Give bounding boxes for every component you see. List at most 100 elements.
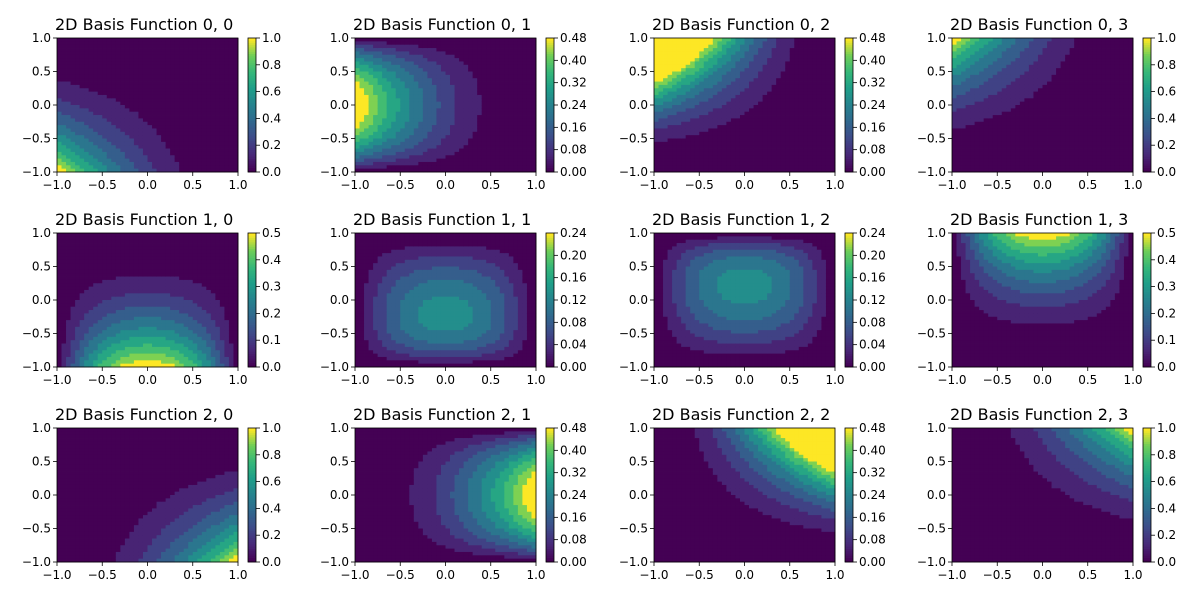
heatmap-cell [215, 145, 221, 149]
heatmap-cell [468, 105, 474, 109]
heatmap-cell [739, 151, 745, 156]
heatmap-cell [776, 71, 782, 76]
heatmap-cell [179, 91, 185, 96]
heatmap-cell [179, 128, 185, 133]
heatmap-cell [373, 158, 379, 163]
heatmap-cell [440, 54, 446, 59]
heatmap-cell [395, 115, 401, 119]
heatmap-cell [192, 68, 198, 72]
heatmap-cell [359, 115, 365, 119]
heatmap-cell [499, 78, 505, 82]
heatmap-cell [129, 58, 135, 62]
heatmap-cell [359, 151, 365, 156]
heatmap-cell [201, 71, 207, 76]
heatmap-cell [206, 48, 212, 52]
heatmap-cell [667, 115, 673, 119]
heatmap-cell [490, 58, 496, 62]
heatmap-cell [495, 168, 501, 173]
heatmap-cell [115, 145, 121, 149]
heatmap-cell [120, 138, 126, 143]
heatmap-cell [355, 105, 360, 109]
heatmap-cell [120, 94, 126, 99]
heatmap-cell [206, 84, 212, 89]
heatmap-cell [726, 125, 732, 129]
heatmap-cell [97, 135, 103, 139]
heatmap-cell [721, 48, 727, 52]
heatmap-cell [409, 121, 415, 126]
heatmap-cell [667, 108, 673, 113]
heatmap-cell [667, 61, 673, 66]
heatmap-cell [179, 125, 185, 129]
heatmap-cell [812, 51, 818, 56]
heatmap-cell [224, 91, 230, 96]
heatmap-cell [690, 105, 696, 109]
heatmap-cell [468, 151, 474, 156]
heatmap-cell [803, 41, 809, 46]
heatmap-cell [161, 58, 166, 62]
heatmap-cell [825, 121, 831, 126]
heatmap-cell [219, 151, 225, 156]
heatmap-cell [486, 145, 492, 149]
heatmap-cell [70, 41, 76, 46]
heatmap-cell [744, 51, 750, 56]
heatmap-cell [785, 91, 791, 96]
heatmap-cell [210, 61, 216, 66]
heatmap-cell [477, 145, 483, 149]
heatmap-cell [821, 98, 827, 103]
heatmap-cell [368, 138, 374, 143]
heatmap-cell [152, 54, 157, 59]
heatmap-cell [730, 155, 736, 159]
heatmap-cell [821, 145, 827, 149]
heatmap-cell [219, 101, 225, 106]
heatmap-cell [377, 48, 383, 52]
heatmap-cell [161, 105, 166, 109]
heatmap-cell [409, 108, 415, 113]
heatmap-cell [450, 131, 455, 136]
heatmap-cell [409, 74, 415, 79]
heatmap-cell [219, 71, 225, 76]
heatmap-cell [147, 84, 153, 89]
heatmap-cell [61, 64, 67, 69]
heatmap-cell [147, 158, 153, 163]
heatmap-cell [111, 98, 117, 103]
heatmap-cell [88, 38, 94, 42]
heatmap-cell [228, 81, 234, 86]
heatmap-cell [377, 84, 383, 89]
heatmap-cell [803, 38, 809, 42]
heatmap-cell [106, 111, 112, 116]
heatmap-cell [124, 61, 130, 66]
heatmap-cell [197, 115, 203, 119]
heatmap-cell [422, 161, 428, 166]
heatmap-cell [147, 64, 153, 69]
colorbar-segment [248, 151, 256, 155]
heatmap-cell [219, 135, 225, 139]
colorbar-segment [546, 165, 554, 168]
heatmap-cell [359, 168, 365, 173]
heatmap-cell [658, 135, 664, 139]
heatmap-cell [807, 54, 813, 59]
heatmap-cell [359, 81, 365, 86]
heatmap-cell [124, 58, 130, 62]
heatmap-cell [794, 88, 800, 92]
heatmap-cell [418, 118, 424, 123]
heatmap-cell [803, 94, 809, 99]
heatmap-cell [440, 151, 446, 156]
heatmap-cell [138, 158, 144, 163]
heatmap-cell [165, 135, 171, 139]
heatmap-cell [803, 61, 809, 66]
heatmap-cell [70, 118, 76, 123]
heatmap-cell [174, 61, 180, 66]
heatmap-cell [386, 105, 392, 109]
heatmap-cell [767, 38, 773, 42]
heatmap-cell [654, 131, 659, 136]
colorbar: 0.00.20.40.60.81.0 [247, 31, 281, 179]
heatmap-cell [490, 125, 496, 129]
heatmap-cell [749, 141, 754, 146]
heatmap-cell [170, 84, 176, 89]
heatmap-cell [508, 161, 514, 166]
heatmap-cell [776, 58, 782, 62]
heatmap-cell [812, 108, 818, 113]
heatmap-cell [708, 74, 714, 79]
heatmap-cell [409, 81, 415, 86]
colorbar-segment [546, 102, 554, 106]
